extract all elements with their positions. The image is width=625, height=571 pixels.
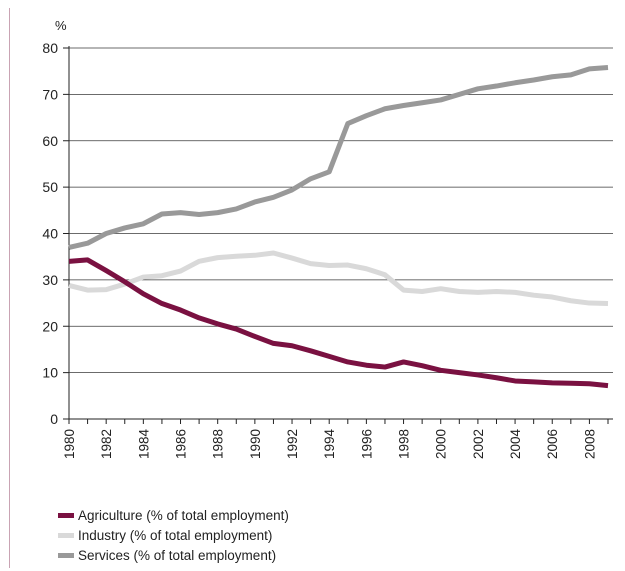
left-rule [9,8,10,568]
x-tick-label: 1984 [136,429,151,460]
x-tick-label: 1982 [99,429,114,459]
x-tick-label: 1986 [174,429,189,459]
series-line-1 [68,250,609,307]
legend-label: Services (% of total employment) [78,547,277,563]
y-tick-label: 10 [42,365,58,381]
x-tick-label: 2002 [471,429,486,459]
x-tick-label: 1992 [285,429,300,459]
series-line-0 [68,257,609,389]
x-tick-label: 1990 [248,429,263,459]
x-tick-label: 1988 [211,429,226,459]
legend-label: Agriculture (% of total employment) [78,507,289,523]
y-tick-label: 80 [42,40,58,56]
series-line-2 [68,64,609,250]
legend-swatch [58,532,74,538]
y-tick-label: 60 [42,133,58,149]
legend-item: Agriculture (% of total employment) [58,505,289,525]
x-tick-label: 1980 [62,429,77,459]
x-tick-label: 2008 [582,429,597,459]
y-unit-label: % [55,18,67,33]
legend-item: Services (% of total employment) [58,545,289,565]
x-tick-label: 1996 [359,429,374,459]
x-tick-label: 2004 [508,429,523,460]
y-tick-label: 40 [42,226,58,242]
x-tick-label: 2000 [434,429,449,459]
y-tick-label: 20 [42,318,58,334]
line-chart: % 0 10 20 30 40 50 60 70 80 1980 1982 1984 1986 1988 19… [42,18,613,460]
legend-swatch [58,512,74,518]
legend-item: Industry (% of total employment) [58,525,289,545]
y-tick-label: 0 [50,411,58,427]
y-tick-label: 50 [42,179,58,195]
legend-label: Industry (% of total employment) [78,527,273,543]
y-tick-label: 70 [42,86,58,102]
x-tick-label: 2006 [545,429,560,459]
legend: Agriculture (% of total employment) Indus… [58,505,289,565]
x-tick-label: 1998 [397,429,412,459]
legend-swatch [58,552,74,558]
y-tick-label: 30 [42,272,58,288]
x-tick-label: 1994 [322,429,337,460]
